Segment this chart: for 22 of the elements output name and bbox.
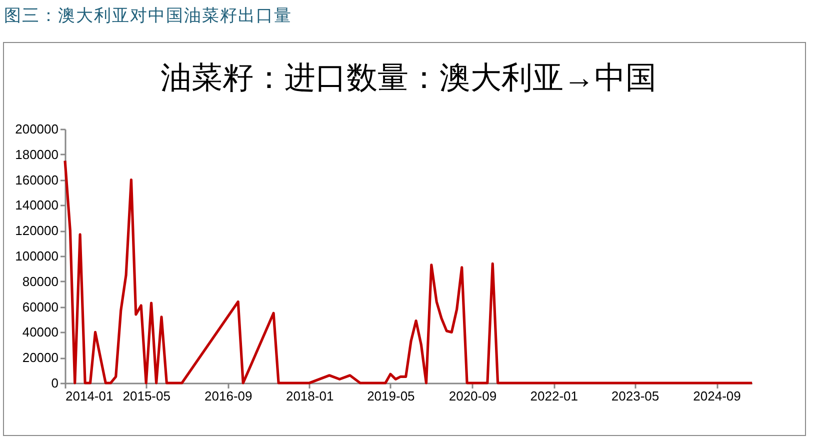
chart-title: 油菜籽：进口数量：澳大利亚→中国 bbox=[160, 60, 656, 95]
x-tick-label: 2018-01 bbox=[286, 388, 334, 404]
x-tick-label: 2022-01 bbox=[530, 388, 578, 404]
y-tick-label: 120000 bbox=[15, 223, 58, 238]
y-tick-label: 0 bbox=[51, 376, 58, 390]
y-tick-label: 140000 bbox=[15, 198, 58, 213]
y-tick-label: 100000 bbox=[15, 248, 58, 264]
y-tick-label: 80000 bbox=[22, 274, 58, 289]
x-tick-label: 2023-05 bbox=[611, 388, 660, 404]
y-tick-label: 160000 bbox=[15, 172, 58, 188]
x-tick-label: 2024-09 bbox=[693, 388, 741, 404]
x-tick-label: 2019-05 bbox=[367, 388, 415, 404]
x-tick-label: 2020-09 bbox=[448, 388, 497, 404]
x-tick-label: 2014-01 bbox=[66, 388, 114, 404]
x-tick-label: 2016-09 bbox=[204, 388, 252, 404]
y-tick-label: 20000 bbox=[22, 350, 58, 366]
y-tick-label: 180000 bbox=[15, 146, 58, 162]
x-tick-label: 2015-05 bbox=[122, 388, 170, 404]
y-tick-label: 40000 bbox=[22, 324, 58, 340]
y-tick-label: 60000 bbox=[22, 299, 58, 314]
text: 图三：澳大利亚对中国油菜籽出口量 bbox=[4, 5, 292, 27]
y-tick-label: 200000 bbox=[15, 122, 58, 136]
